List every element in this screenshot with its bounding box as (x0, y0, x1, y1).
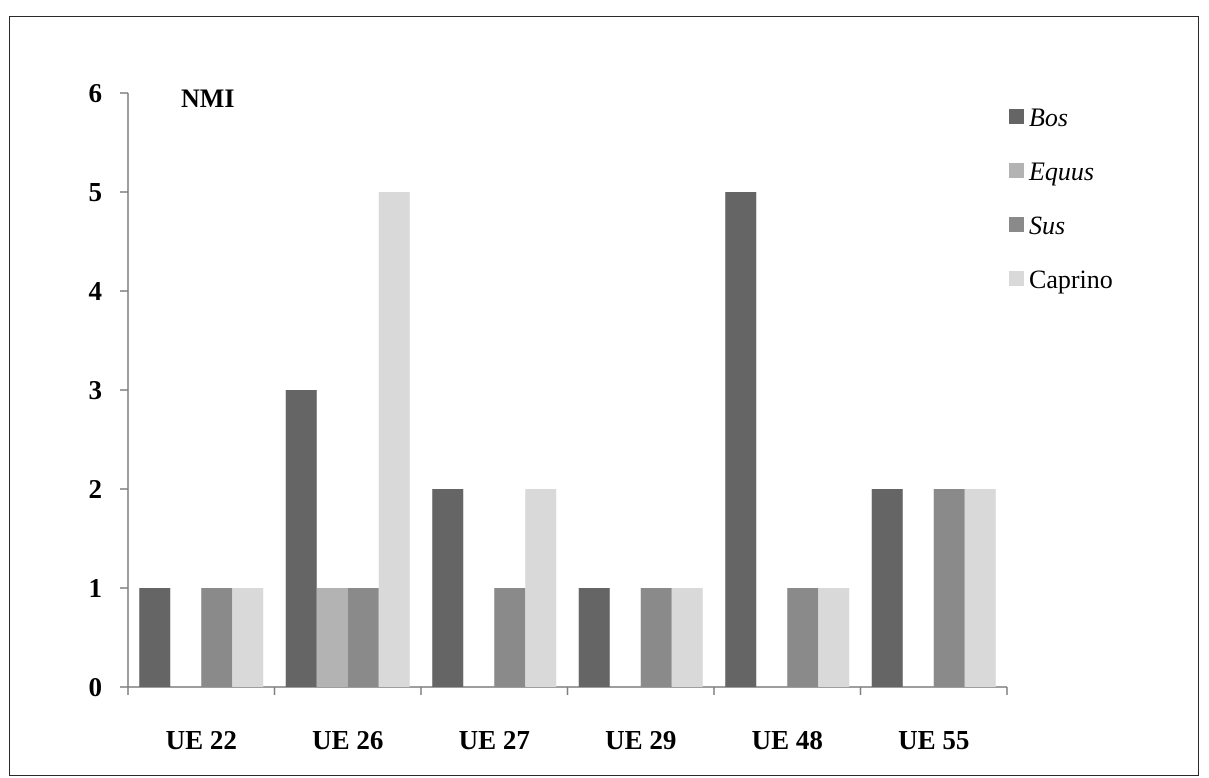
y-tick-label: 0 (89, 672, 103, 702)
x-tick-label: UE 26 (312, 725, 383, 755)
bar-bos-ue-48 (725, 192, 757, 687)
x-tick-label: UE 22 (166, 725, 237, 755)
chart-title: NMI (181, 84, 234, 113)
y-axis: 0 1 2 3 4 5 6 (89, 78, 129, 702)
x-tick-label: UE 55 (898, 725, 969, 755)
bar-caprino-ue-22 (232, 588, 264, 687)
legend-swatch-bos (1009, 109, 1024, 124)
legend-swatch-caprino (1009, 271, 1024, 286)
bar-bos-ue-55 (871, 489, 903, 687)
legend-label-equus: Equus (1028, 157, 1094, 186)
legend-label-bos: Bos (1029, 103, 1068, 132)
bar-caprino-ue-55 (964, 489, 996, 687)
bars (139, 192, 996, 687)
bar-bos-ue-26 (285, 390, 317, 687)
y-tick-label: 4 (89, 276, 103, 306)
bar-bos-ue-22 (139, 588, 171, 687)
bar-caprino-ue-27 (525, 489, 557, 687)
bar-sus-ue-27 (494, 588, 526, 687)
legend-swatch-sus (1009, 217, 1024, 232)
bar-sus-ue-55 (933, 489, 965, 687)
bar-caprino-ue-26 (378, 192, 410, 687)
x-tick-label: UE 48 (752, 725, 823, 755)
bar-caprino-ue-29 (671, 588, 703, 687)
y-tick-label: 3 (89, 375, 103, 405)
x-axis: UE 22 UE 26 UE 27 UE 29 UE 48 UE 55 (127, 686, 1008, 755)
legend-label-caprino: Caprino (1029, 265, 1113, 294)
bar-sus-ue-48 (787, 588, 819, 687)
y-tick-label: 6 (89, 78, 103, 108)
bar-sus-ue-22 (201, 588, 233, 687)
y-tick-label: 5 (89, 177, 103, 207)
legend-swatch-equus (1009, 163, 1024, 178)
y-tick-label: 1 (89, 573, 103, 603)
x-tick-label: UE 29 (605, 725, 676, 755)
bar-sus-ue-26 (347, 588, 379, 687)
x-tick-label: UE 27 (459, 725, 530, 755)
bar-bos-ue-27 (432, 489, 464, 687)
bar-equus-ue-26 (316, 588, 348, 687)
bar-sus-ue-29 (640, 588, 672, 687)
bar-bos-ue-29 (578, 588, 610, 687)
bar-caprino-ue-48 (818, 588, 850, 687)
legend: Bos Equus Sus Caprino (1009, 103, 1113, 294)
legend-label-sus: Sus (1029, 211, 1065, 240)
y-tick-label: 2 (89, 474, 103, 504)
